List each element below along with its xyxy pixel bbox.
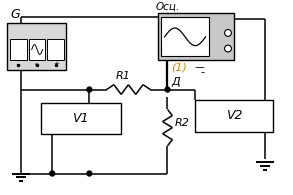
FancyBboxPatch shape [7,23,66,70]
Text: –: – [16,61,20,67]
Text: G: G [10,8,20,21]
Circle shape [225,29,231,36]
Text: (1): (1) [171,62,187,72]
FancyBboxPatch shape [158,13,234,60]
Text: V1: V1 [72,112,89,125]
Text: R2: R2 [174,118,189,128]
FancyBboxPatch shape [161,17,209,56]
Text: –: – [201,68,205,77]
Circle shape [87,171,92,176]
Circle shape [165,87,170,92]
FancyBboxPatch shape [195,100,273,132]
FancyBboxPatch shape [29,39,45,60]
Text: Осц.: Осц. [156,1,180,12]
Text: +: + [53,61,59,67]
Circle shape [87,87,92,92]
Text: —: — [195,62,205,72]
FancyBboxPatch shape [40,103,121,135]
Text: o: o [35,62,38,67]
FancyBboxPatch shape [47,39,64,60]
Text: R1: R1 [116,71,131,81]
Text: V2: V2 [226,109,242,122]
Circle shape [50,171,55,176]
FancyBboxPatch shape [10,39,27,60]
Circle shape [225,45,231,52]
Text: Д: Д [171,77,180,87]
